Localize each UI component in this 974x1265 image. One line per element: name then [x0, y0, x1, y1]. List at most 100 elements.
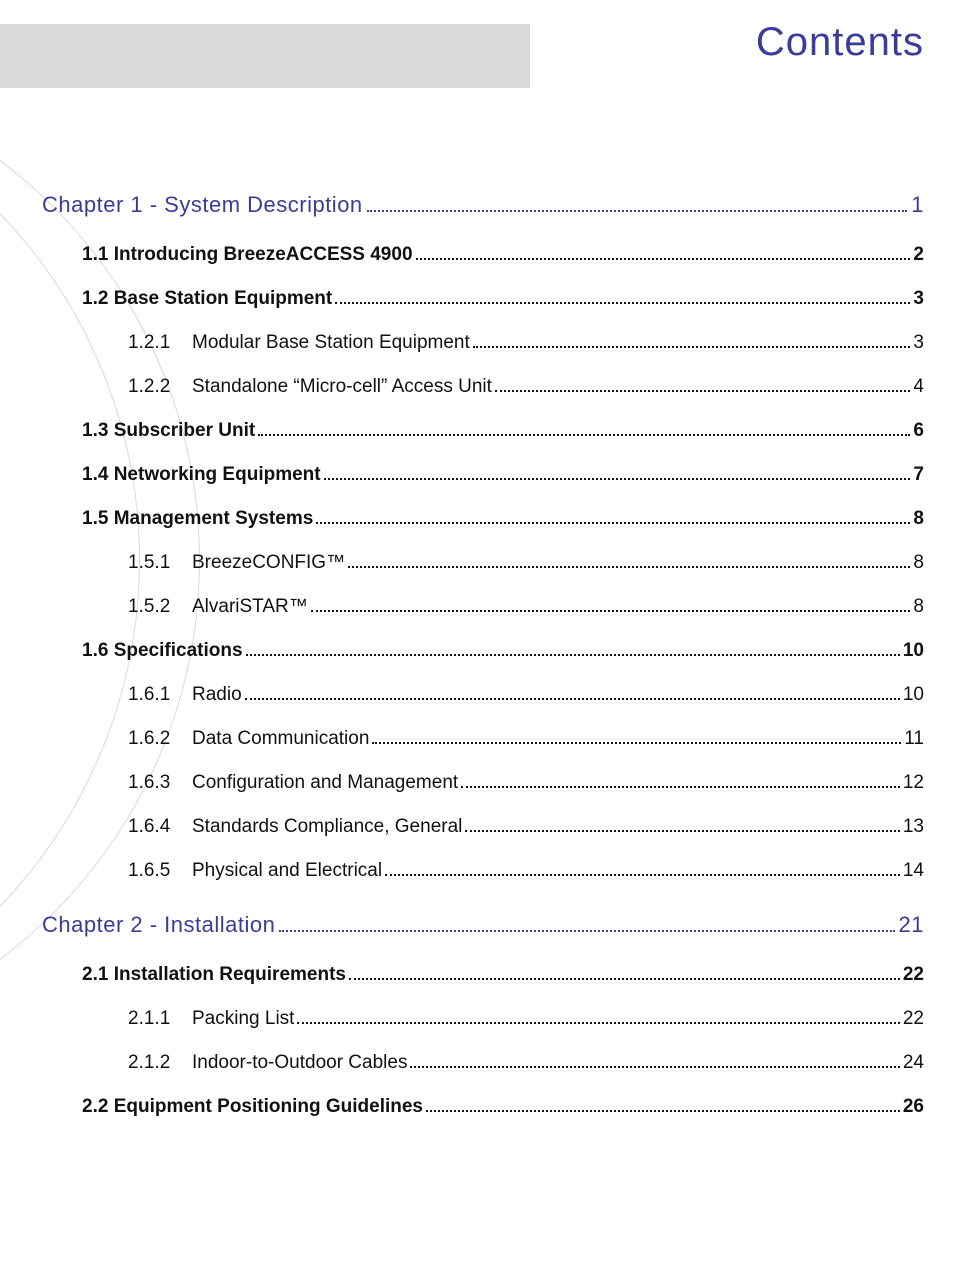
toc-leader: [246, 654, 900, 656]
toc-section-text: Installation Requirements: [114, 964, 346, 986]
toc-section-text: Management Systems: [114, 508, 314, 530]
toc-section-text: Networking Equipment: [114, 464, 321, 486]
toc-section: 2.1 Installation Requirements 22: [82, 964, 924, 986]
toc-page: 21: [899, 912, 924, 938]
toc-subsection-text: BreezeCONFIG™: [192, 552, 345, 574]
toc-leader: [297, 1022, 899, 1024]
toc-section-num: 1.5: [82, 508, 108, 530]
toc-page: 4: [913, 376, 924, 398]
toc-page: 14: [903, 860, 924, 882]
toc-page: 7: [913, 464, 924, 486]
toc-subsection-num: 1.6.4: [128, 816, 192, 838]
toc-subsection: 1.6.3 Configuration and Management 12: [128, 772, 924, 794]
toc-page: 12: [903, 772, 924, 794]
toc-section: 1.5 Management Systems 8: [82, 508, 924, 530]
toc-leader: [311, 610, 911, 612]
decor-header-box: [0, 24, 530, 88]
toc-leader: [473, 346, 911, 348]
toc-leader: [258, 434, 910, 436]
toc-leader: [349, 978, 900, 980]
toc-subsection-num: 1.6.2: [128, 728, 192, 750]
toc-section-num: 1.4: [82, 464, 108, 486]
toc-page: 13: [903, 816, 924, 838]
toc-leader: [416, 258, 911, 260]
toc-page: 24: [903, 1052, 924, 1074]
toc-subsection-num: 1.6.1: [128, 684, 192, 706]
toc-subsection-text: Physical and Electrical: [192, 860, 382, 882]
toc-page: 8: [913, 596, 924, 618]
toc-leader: [461, 786, 900, 788]
toc-subsection-num: 2.1.2: [128, 1052, 192, 1074]
toc-section-text: Base Station Equipment: [114, 288, 333, 310]
toc-chapter: Chapter 1 - System Description 1: [42, 192, 924, 218]
toc-chapter-label: Chapter 2 - Installation: [42, 912, 275, 938]
toc-section: 1.2 Base Station Equipment 3: [82, 288, 924, 310]
toc-section: 2.2 Equipment Positioning Guidelines 26: [82, 1096, 924, 1118]
toc-subsection-num: 2.1.1: [128, 1008, 192, 1030]
toc-page: 10: [903, 684, 924, 706]
toc-section-text: Subscriber Unit: [114, 420, 255, 442]
toc-section-text: Specifications: [114, 640, 243, 662]
toc-leader: [335, 302, 910, 304]
toc-subsection-text: Modular Base Station Equipment: [192, 332, 470, 354]
toc-subsection-text: Radio: [192, 684, 242, 706]
toc-subsection: 2.1.1 Packing List 22: [128, 1008, 924, 1030]
toc-subsection-num: 1.5.1: [128, 552, 192, 574]
toc-subsection-text: Standalone “Micro-cell” Access Unit: [192, 376, 492, 398]
toc-subsection-text: Packing List: [192, 1008, 294, 1030]
toc-subsection: 1.5.2 AlvariSTAR™ 8: [128, 596, 924, 618]
toc-leader: [324, 478, 911, 480]
toc-subsection-text: Configuration and Management: [192, 772, 458, 794]
toc-section-num: 2.1: [82, 964, 108, 986]
toc-page: 2: [913, 244, 924, 266]
toc-section-num: 1.3: [82, 420, 108, 442]
toc-subsection: 1.6.2 Data Communication 11: [128, 728, 924, 750]
toc-leader: [367, 210, 908, 212]
toc-section-num: 1.6: [82, 640, 108, 662]
toc-leader: [316, 522, 910, 524]
toc-subsection: 1.6.5 Physical and Electrical 14: [128, 860, 924, 882]
toc-subsection: 1.6.1 Radio 10: [128, 684, 924, 706]
toc-section-text: Introducing BreezeACCESS 4900: [114, 244, 413, 266]
toc-page: 11: [904, 728, 924, 750]
toc-subsection-num: 1.6.3: [128, 772, 192, 794]
toc-page: 8: [913, 508, 924, 530]
toc-section-num: 1.2: [82, 288, 108, 310]
toc-subsection-num: 1.5.2: [128, 596, 192, 618]
toc-leader: [385, 874, 900, 876]
toc-leader: [495, 390, 911, 392]
toc-page: 26: [903, 1096, 924, 1118]
toc-subsection-text: Standards Compliance, General: [192, 816, 462, 838]
toc-subsection: 1.5.1 BreezeCONFIG™ 8: [128, 552, 924, 574]
toc-section: 1.3 Subscriber Unit 6: [82, 420, 924, 442]
toc-subsection: 1.6.4 Standards Compliance, General 13: [128, 816, 924, 838]
toc-page: 22: [903, 964, 924, 986]
table-of-contents: Chapter 1 - System Description 1 1.1 Int…: [42, 182, 924, 1140]
toc-section-num: 1.1: [82, 244, 108, 266]
toc-page: 22: [903, 1008, 924, 1030]
page-title: Contents: [756, 20, 924, 65]
toc-leader: [465, 830, 899, 832]
toc-leader: [245, 698, 900, 700]
toc-section: 1.1 Introducing BreezeACCESS 4900 2: [82, 244, 924, 266]
toc-leader: [348, 566, 910, 568]
toc-subsection: 1.2.1 Modular Base Station Equipment 3: [128, 332, 924, 354]
toc-subsection-text: AlvariSTAR™: [192, 596, 308, 618]
toc-chapter: Chapter 2 - Installation 21: [42, 912, 924, 938]
toc-subsection-num: 1.2.2: [128, 376, 192, 398]
toc-page: 10: [903, 640, 924, 662]
toc-subsection-text: Data Communication: [192, 728, 369, 750]
toc-section-num: 2.2: [82, 1096, 108, 1118]
toc-subsection-num: 1.2.1: [128, 332, 192, 354]
toc-subsection-text: Indoor-to-Outdoor Cables: [192, 1052, 407, 1074]
toc-leader: [279, 930, 894, 932]
toc-subsection: 2.1.2 Indoor-to-Outdoor Cables 24: [128, 1052, 924, 1074]
toc-page: 3: [913, 288, 924, 310]
toc-chapter-label: Chapter 1 - System Description: [42, 192, 363, 218]
toc-section: 1.4 Networking Equipment 7: [82, 464, 924, 486]
toc-page: 1: [911, 192, 924, 218]
toc-section-text: Equipment Positioning Guidelines: [114, 1096, 423, 1118]
toc-leader: [372, 742, 901, 744]
toc-subsection: 1.2.2 Standalone “Micro-cell” Access Uni…: [128, 376, 924, 398]
toc-section: 1.6 Specifications 10: [82, 640, 924, 662]
